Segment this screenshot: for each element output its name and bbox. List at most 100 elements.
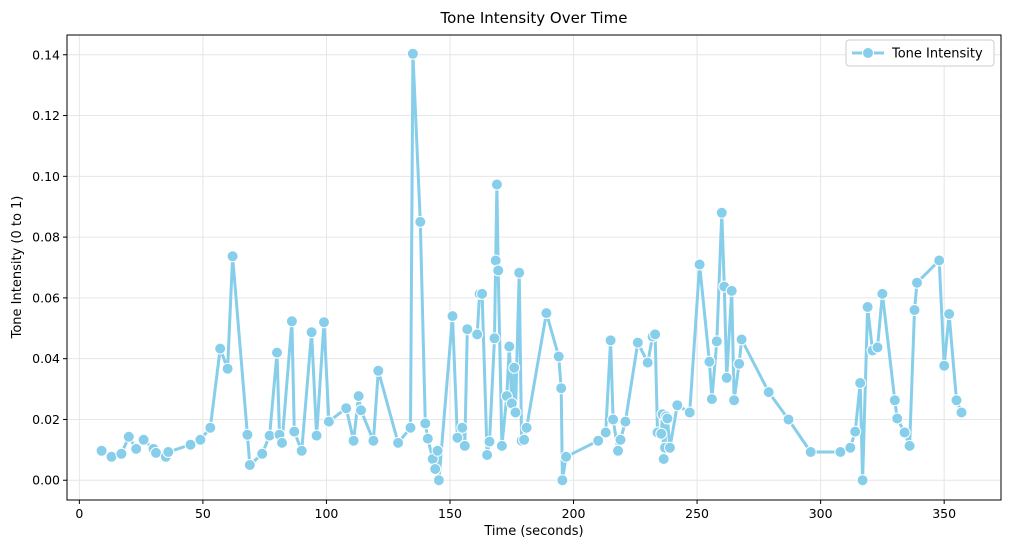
chart-title: Tone Intensity Over Time (440, 9, 628, 27)
data-point (612, 444, 624, 457)
y-tick-label: 0.04 (32, 351, 60, 366)
data-point (782, 413, 795, 426)
data-point (490, 178, 503, 191)
y-tick-label: 0.10 (32, 169, 60, 184)
data-point (849, 425, 862, 438)
data-point (461, 323, 474, 336)
y-tick-label: 0.00 (32, 473, 60, 488)
y-axis-title: Tone Intensity (0 to 1) (10, 196, 25, 340)
data-point (641, 356, 654, 369)
data-point (256, 447, 269, 460)
data-point (372, 364, 385, 377)
data-point (115, 447, 128, 460)
data-point (204, 421, 217, 434)
data-point (421, 432, 434, 445)
data-point (276, 436, 288, 449)
data-point (683, 406, 696, 419)
data-point (471, 328, 484, 341)
y-tick-label: 0.08 (32, 230, 60, 245)
data-point (476, 287, 489, 300)
legend-label: Tone Intensity (891, 47, 983, 62)
data-point (481, 449, 494, 461)
data-point (226, 250, 239, 263)
data-point (854, 377, 867, 389)
data-point (310, 429, 323, 442)
x-tick-label: 0 (75, 506, 83, 521)
data-point (451, 431, 464, 444)
data-point (735, 333, 748, 346)
data-point (214, 342, 227, 355)
x-tick-label: 250 (685, 506, 709, 521)
data-point (347, 434, 360, 447)
data-point (599, 426, 612, 439)
data-point (888, 394, 901, 407)
legend-marker-swatch (862, 47, 874, 59)
data-point (555, 382, 568, 395)
data-point (456, 421, 469, 434)
legend: Tone Intensity (845, 39, 995, 67)
data-point (733, 357, 746, 370)
data-point (194, 433, 207, 446)
data-point (943, 308, 956, 320)
x-tick-label: 150 (438, 506, 462, 521)
data-point (130, 442, 143, 455)
x-tick-label: 350 (932, 506, 956, 521)
data-point (295, 444, 308, 457)
data-point (184, 438, 197, 451)
y-tick-label: 0.14 (32, 47, 60, 62)
data-point (431, 444, 444, 457)
data-point (703, 355, 716, 368)
data-point (552, 350, 565, 363)
data-point (655, 427, 668, 440)
data-point (592, 434, 605, 447)
y-tick-label: 0.06 (32, 290, 60, 305)
data-point (844, 441, 857, 454)
data-point (271, 346, 283, 359)
data-point (406, 47, 419, 60)
data-point (911, 276, 923, 289)
data-point (950, 394, 963, 407)
data-point (508, 361, 521, 374)
data-point (804, 446, 817, 458)
data-point (429, 463, 442, 475)
data-point (489, 254, 502, 267)
data-point (509, 406, 522, 419)
data-point (318, 316, 330, 329)
data-point (355, 404, 367, 417)
series-tone-intensity (95, 47, 968, 487)
y-tick-label: 0.02 (32, 412, 60, 427)
data-point (352, 390, 365, 403)
data-point (488, 332, 501, 345)
data-point (631, 336, 644, 349)
data-point (137, 433, 150, 446)
data-point (661, 412, 674, 425)
data-point (898, 426, 911, 439)
data-point (933, 254, 946, 267)
data-point (728, 394, 741, 407)
data-point (762, 386, 775, 399)
data-point (105, 450, 118, 463)
data-point (243, 459, 256, 471)
x-tick-label: 100 (315, 506, 339, 521)
data-point (404, 421, 417, 434)
data-point (540, 307, 553, 320)
data-point (908, 304, 921, 316)
data-point (834, 446, 847, 458)
data-point (518, 433, 531, 446)
x-tick-label: 200 (562, 506, 586, 521)
x-tick-label: 50 (195, 506, 211, 521)
y-axis-ticks: 0.00 0.02 0.04 0.06 0.08 0.10 0.12 0.14 (32, 47, 67, 488)
data-point (392, 436, 405, 449)
data-point (871, 341, 884, 354)
data-point (520, 421, 533, 434)
data-point (649, 328, 662, 341)
data-point (663, 441, 676, 454)
data-point (903, 439, 916, 452)
data-point (241, 428, 254, 441)
data-point (414, 215, 427, 228)
data-point (483, 435, 496, 448)
plot-frame (66, 34, 1002, 501)
data-point (720, 371, 733, 384)
data-point (419, 417, 432, 430)
